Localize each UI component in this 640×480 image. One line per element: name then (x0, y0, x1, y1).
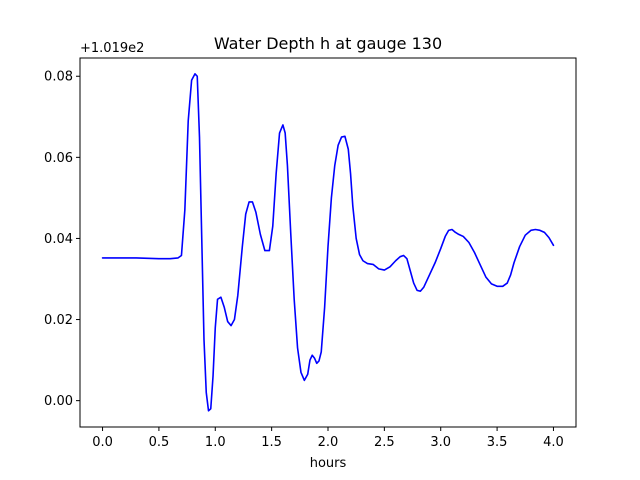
y-tick-label: 0.02 (44, 313, 73, 328)
x-tick-label: 2.5 (374, 435, 395, 450)
x-axis-label: hours (310, 456, 347, 471)
y-tick-label: 0.00 (44, 394, 73, 409)
x-tick-label: 0.5 (149, 435, 170, 450)
y-offset-label: +1.019e2 (80, 41, 144, 56)
plot-area (101, 73, 555, 412)
x-axis: 0.0 0.5 1.0 1.5 2.0 2.5 3.0 3.5 4.0 (92, 427, 564, 450)
x-tick-label: 0.0 (92, 435, 113, 450)
x-tick-label: 3.0 (430, 435, 451, 450)
y-tick-label: 0.08 (44, 70, 73, 85)
x-tick-label: 2.0 (318, 435, 339, 450)
x-tick-label: 3.5 (487, 435, 508, 450)
plot-frame (79, 57, 577, 428)
x-tick-label: 4.0 (543, 435, 564, 450)
y-tick-label: 0.04 (44, 232, 73, 247)
y-axis: 0.00 0.02 0.04 0.06 0.08 (44, 70, 80, 409)
x-tick-label: 1.5 (261, 435, 282, 450)
series-line-0 (101, 73, 555, 412)
chart-title: Water Depth h at gauge 130 (214, 34, 442, 53)
y-tick-label: 0.06 (44, 151, 73, 166)
x-tick-label: 1.0 (205, 435, 226, 450)
